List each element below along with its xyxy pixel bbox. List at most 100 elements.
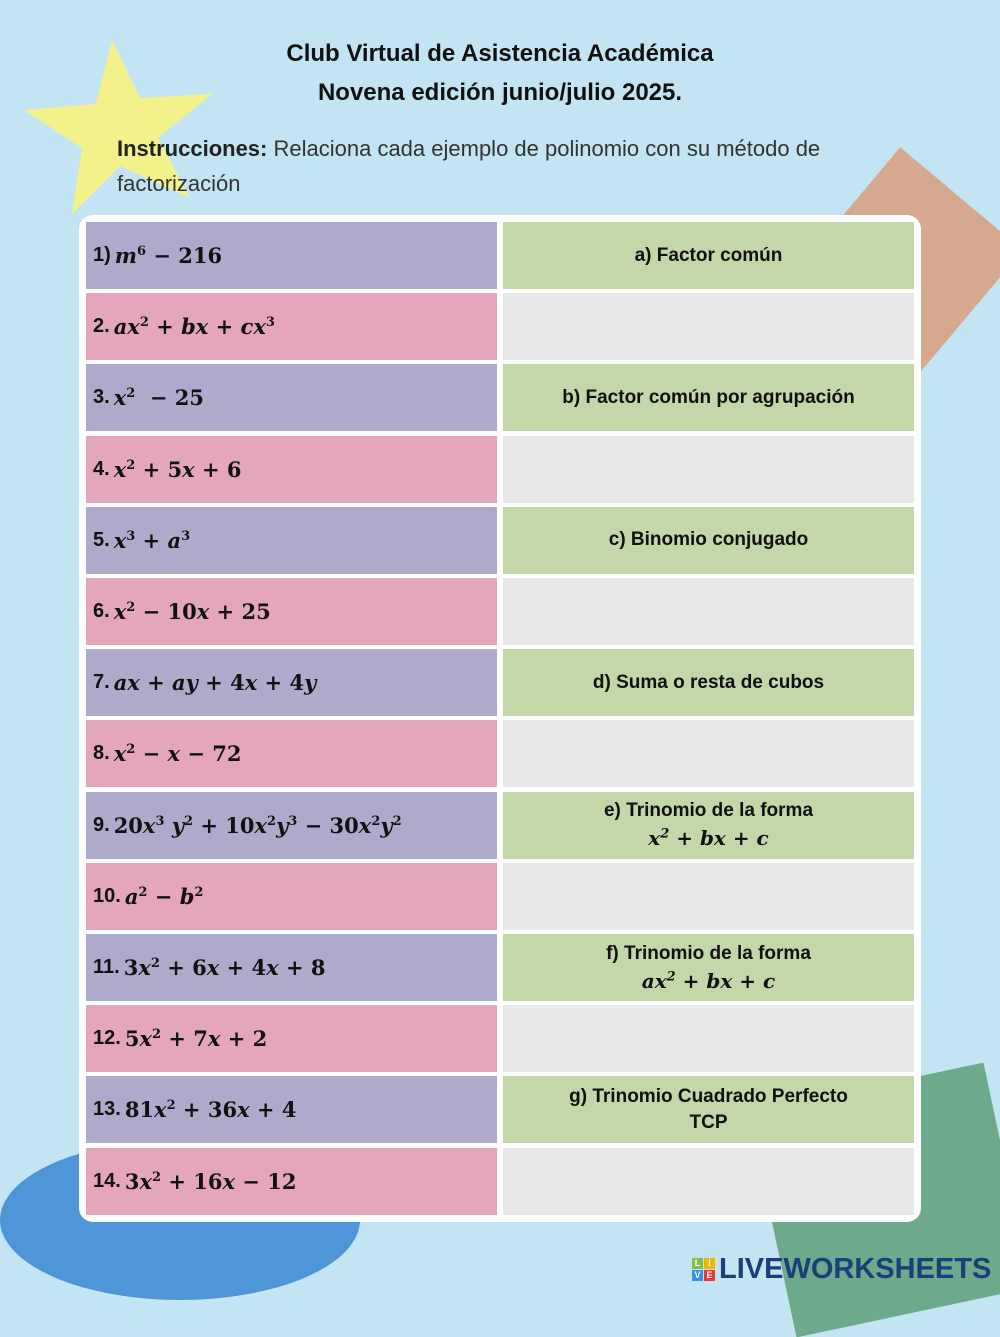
table-row: 1) m6 − 216 a) Factor común: [86, 222, 914, 289]
expr-part: y: [304, 670, 317, 696]
table-row: 9. 20x3 y2 + 10x2y3 − 30x2y2 e) Trinomio d…: [86, 791, 914, 859]
expr-part: +: [135, 527, 168, 553]
expr-part: +: [732, 968, 764, 993]
blank-drop-cell[interactable]: [503, 435, 914, 503]
expr-part: x: [113, 741, 127, 767]
method-cell[interactable]: b) Factor común por agrupación: [503, 364, 914, 432]
expr-part: +: [208, 314, 241, 340]
polynomial-expression: a2 − b2: [125, 884, 204, 909]
polynomial-expression: ax + ay + 4x + 4y: [114, 670, 317, 695]
expr-part: x: [113, 527, 127, 553]
instructions-label: Instrucciones:: [117, 136, 268, 161]
expr-part: 2: [126, 457, 136, 473]
method-expression: x2 + bx + c: [648, 826, 768, 850]
expr-part: + 4: [219, 955, 267, 980]
table-row: 12. 5x2 + 7x + 2: [86, 1005, 914, 1073]
polynomial-expression: x2 + 5x + 6: [114, 457, 242, 482]
expr-part: x: [154, 1097, 167, 1123]
instructions-text: Relaciona cada ejemplo de polinomio con …: [117, 136, 821, 196]
polynomial-expression: x3 + a3: [114, 528, 190, 553]
table-row: 5. x3 + a3 c) Binomio conjugado: [86, 506, 914, 574]
method-cell[interactable]: e) Trinomio de la forma x2 + bx + c: [503, 791, 914, 859]
table-row: 8. x2 − x − 72: [86, 720, 914, 788]
table-row: 11. 3x2 + 6x + 4x + 8 f) Trinomio de la fo…: [86, 934, 914, 1001]
item-number: 1): [93, 244, 111, 266]
badge-letter: L: [692, 1258, 703, 1269]
polynomial-cell[interactable]: 11. 3x2 + 6x + 4x + 8: [86, 934, 497, 1001]
polynomial-expression: ax2 + bx + cx3: [114, 314, 275, 339]
expr-part: x: [244, 670, 258, 696]
polynomial-cell[interactable]: 8. x2 − x − 72: [86, 720, 497, 788]
item-number: 13.: [93, 1098, 121, 1121]
polynomial-expression: 3x2 + 6x + 4x + 8: [124, 955, 326, 980]
polynomial-cell[interactable]: 3. x2 − 25: [86, 364, 497, 432]
blank-drop-cell[interactable]: [503, 293, 914, 361]
expr-part: 2: [126, 742, 136, 758]
expr-part: 2: [184, 813, 194, 829]
table-row: 4. x2 + 5x + 6: [86, 435, 914, 503]
polynomial-cell[interactable]: 5. x3 + a3: [86, 506, 497, 574]
matching-table: 1) m6 − 216 a) Factor común 2. ax2 + bx + cx…: [79, 215, 921, 1222]
polynomial-cell[interactable]: 9. 20x3 y2 + 10x2y3 − 30x2y2: [86, 791, 497, 859]
expr-part: x: [648, 826, 661, 851]
expr-part: + 10: [193, 812, 255, 838]
polynomial-cell[interactable]: 12. 5x2 + 7x + 2: [86, 1005, 497, 1073]
method-label: g) Trinomio Cuadrado Perfecto: [569, 1085, 848, 1107]
expr-part: m: [114, 243, 138, 268]
expr-part: 2: [371, 813, 381, 829]
method-cell[interactable]: a) Factor común: [503, 222, 914, 289]
logo-text: LIVEWORKSHEETS: [719, 1253, 992, 1285]
expr-part: 2: [151, 1169, 162, 1185]
polynomial-expression: x2 − 10x + 25: [114, 599, 271, 624]
expr-part: 2: [267, 813, 277, 829]
badge-letter: V: [692, 1270, 703, 1281]
expr-part: − 216: [146, 243, 223, 268]
expr-part: x: [237, 1097, 250, 1123]
polynomial-cell[interactable]: 14. 3x2 + 16x − 12: [86, 1147, 497, 1215]
expr-part: x: [196, 599, 210, 624]
polynomial-cell[interactable]: 13. 81x2 + 36x + 4: [86, 1076, 497, 1144]
method-label-line2: TCP: [689, 1111, 728, 1133]
polynomial-cell[interactable]: 7. ax + ay + 4x + 4y: [86, 649, 497, 717]
expr-part: x: [113, 599, 127, 624]
item-number: 9.: [93, 813, 110, 836]
polynomial-cell[interactable]: 4. x2 + 5x + 6: [86, 435, 497, 503]
polynomial-cell[interactable]: 2. ax2 + bx + cx3: [86, 293, 497, 361]
badge-letter: I: [704, 1258, 715, 1269]
expr-part: x: [254, 812, 268, 838]
blank-drop-cell[interactable]: [503, 862, 914, 930]
method-cell[interactable]: g) Trinomio Cuadrado Perfecto TCP: [503, 1076, 914, 1144]
expr-part: a: [124, 883, 139, 909]
expr-part: ax: [641, 968, 667, 993]
item-number: 8.: [93, 742, 110, 765]
blank-drop-cell[interactable]: [503, 1147, 914, 1215]
blank-drop-cell[interactable]: [503, 578, 914, 645]
expr-part: + 8: [278, 955, 326, 980]
expr-part: 3: [265, 315, 275, 331]
expr-part: 2: [660, 826, 670, 842]
expr-part: 81: [124, 1097, 155, 1123]
expr-part: + 6: [194, 456, 242, 482]
polynomial-cell[interactable]: 10. a2 − b2: [86, 862, 497, 930]
expr-part: 2: [126, 600, 136, 615]
expr-part: + 5: [135, 456, 183, 482]
table-row: 6. x2 − 10x + 25: [86, 578, 914, 645]
expr-part: − 25: [135, 385, 205, 411]
expr-part: c: [756, 826, 769, 851]
item-number: 11.: [93, 956, 120, 978]
item-number: 6.: [93, 600, 110, 622]
blank-drop-cell[interactable]: [503, 720, 914, 788]
title-line2: Novena edición junio/julio 2025.: [317, 79, 683, 106]
polynomial-expression: 3x2 + 16x − 12: [125, 1169, 297, 1194]
method-label: c) Binomio conjugado: [608, 529, 809, 551]
method-cell[interactable]: c) Binomio conjugado: [503, 506, 914, 574]
method-cell[interactable]: f) Trinomio de la forma ax2 + bx + c: [503, 934, 914, 1001]
table-row: 3. x2 − 25 b) Factor común por agrupación: [86, 364, 914, 432]
expr-part: b: [179, 883, 195, 909]
expr-part: 2: [166, 1098, 176, 1114]
method-cell[interactable]: d) Suma o resta de cubos: [503, 649, 914, 717]
polynomial-cell[interactable]: 6. x2 − 10x + 25: [86, 578, 497, 645]
polynomial-cell[interactable]: 1) m6 − 216: [86, 222, 497, 289]
blank-drop-cell[interactable]: [503, 1005, 914, 1073]
expr-part: bx: [699, 826, 726, 851]
